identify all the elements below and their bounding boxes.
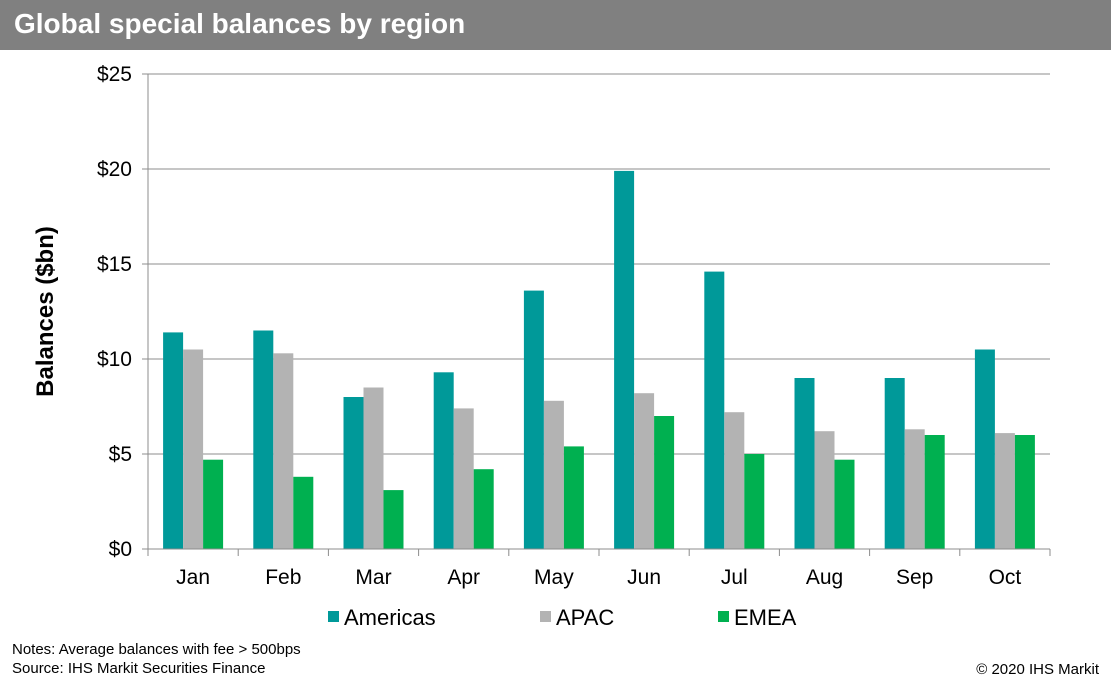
legend-label-apac: APAC	[556, 605, 614, 630]
bar-apac-jan	[183, 349, 204, 549]
y-tick-label: $20	[97, 158, 132, 181]
bar-emea-jul	[744, 454, 765, 549]
y-tick-label: $10	[97, 348, 132, 371]
bar-chart: $0 $5 $10 $15 $20 $25 Jan Feb Mar Apr May Jun Jul Au…	[32, 63, 1051, 630]
bar-americas-may	[523, 290, 544, 549]
y-axis-label: Balances ($bn)	[32, 226, 59, 397]
x-tick-label: Jun	[627, 566, 661, 589]
y-axis-ticks: $0 $5 $10 $15 $20 $25	[97, 63, 148, 561]
bar-americas-oct	[974, 349, 995, 549]
notes-text: Notes: Average balances with fee > 500bp…	[12, 641, 301, 658]
x-tick-label: Apr	[447, 566, 480, 589]
bar-emea-jan	[203, 459, 224, 549]
bar-apac-mar	[363, 387, 384, 549]
bar-americas-apr	[433, 372, 454, 549]
axes	[147, 74, 1051, 556]
bar-americas-jun	[614, 170, 635, 549]
bars	[163, 170, 1035, 549]
bar-emea-sep	[924, 435, 945, 549]
x-tick-label: Jan	[176, 566, 210, 589]
legend: Americas APAC EMEA	[328, 605, 797, 630]
bar-apac-apr	[453, 408, 474, 549]
bar-emea-aug	[834, 459, 855, 549]
source-text: Source: IHS Markit Securities Finance	[12, 660, 266, 677]
bar-apac-aug	[814, 431, 835, 549]
bar-apac-sep	[904, 429, 925, 549]
bar-apac-feb	[273, 353, 294, 549]
y-tick-label: $15	[97, 253, 132, 276]
bar-americas-jan	[163, 332, 184, 549]
bar-emea-mar	[383, 490, 404, 549]
bar-americas-sep	[884, 378, 905, 549]
bar-emea-feb	[293, 476, 314, 549]
bar-emea-apr	[473, 469, 494, 549]
bar-americas-feb	[253, 330, 274, 549]
legend-swatch-apac	[540, 611, 551, 622]
bar-emea-jun	[654, 416, 675, 549]
bar-americas-aug	[794, 378, 815, 549]
bar-americas-mar	[343, 397, 364, 549]
x-tick-label: Aug	[806, 566, 843, 589]
x-tick-label: Oct	[989, 566, 1022, 589]
copyright-text: © 2020 IHS Markit	[976, 661, 1099, 678]
bar-emea-oct	[1014, 435, 1035, 549]
bar-emea-may	[563, 446, 584, 549]
legend-label-americas: Americas	[344, 605, 436, 630]
x-tick-label: Feb	[265, 566, 301, 589]
x-tick-label: May	[534, 566, 574, 589]
x-tick-label: Sep	[896, 566, 933, 589]
bar-americas-jul	[704, 271, 725, 549]
legend-swatch-americas	[328, 611, 339, 622]
y-tick-label: $5	[109, 443, 132, 466]
x-tick-label: Jul	[721, 566, 748, 589]
x-axis-ticks: Jan Feb Mar Apr May Jun Jul Aug Sep Oct	[176, 566, 1021, 589]
chart-title: Global special balances by region	[14, 8, 466, 39]
bar-apac-oct	[994, 433, 1015, 549]
x-tick-label: Mar	[355, 566, 391, 589]
bar-apac-jun	[634, 393, 655, 549]
title-bar: Global special balances by region	[0, 0, 1111, 50]
bar-apac-may	[543, 400, 564, 549]
bar-apac-jul	[724, 412, 745, 549]
y-tick-label: $0	[109, 538, 132, 561]
legend-swatch-emea	[718, 611, 729, 622]
legend-label-emea: EMEA	[734, 605, 797, 630]
y-tick-label: $25	[97, 63, 132, 86]
